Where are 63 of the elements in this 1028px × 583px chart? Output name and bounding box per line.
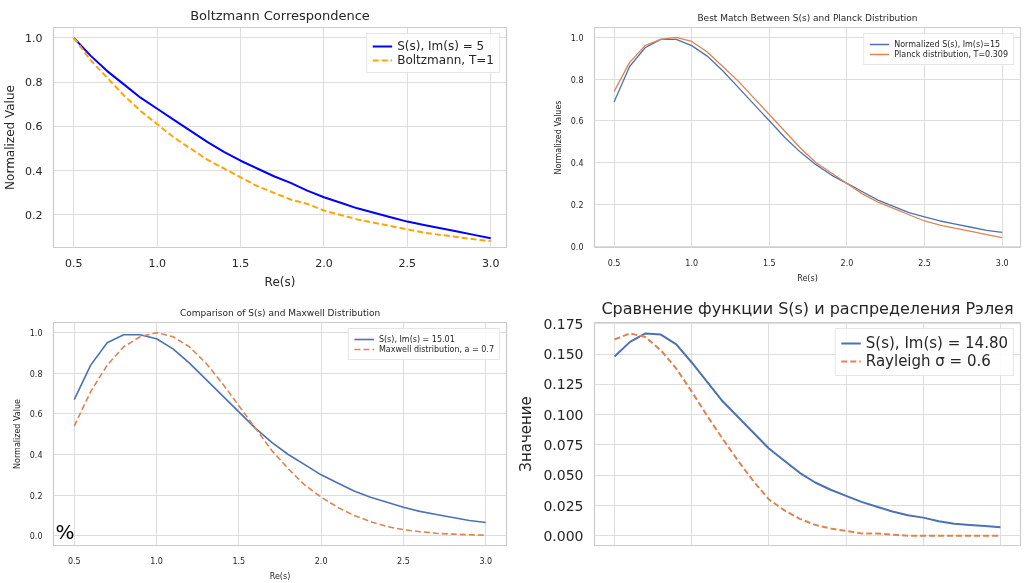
y-tick-label: 1.0 bbox=[570, 33, 584, 43]
y-tick-label: 0.100 bbox=[543, 406, 584, 423]
x-tick-label: 1.0 bbox=[148, 256, 166, 270]
chart-title: Boltzmann Correspondence bbox=[190, 7, 370, 23]
x-axis-title: Re(s) bbox=[264, 274, 296, 289]
x-tick-label: 2.5 bbox=[397, 556, 410, 566]
y-tick-label: 1.0 bbox=[29, 329, 43, 339]
y-tick-label: 0.0 bbox=[570, 242, 584, 252]
legend-label: Boltzmann, T=1 bbox=[397, 53, 494, 67]
y-tick-label: 0.150 bbox=[543, 346, 584, 363]
chart-title: Best Match Between S(s) and Planck Distribution bbox=[697, 12, 918, 23]
y-tick-label: 0.2 bbox=[29, 491, 43, 501]
y-tick-label: 0.6 bbox=[29, 410, 43, 420]
x-tick-label: 1.5 bbox=[762, 258, 776, 268]
y-tick-label: 1.0 bbox=[25, 31, 43, 45]
legend-label: S(s), Im(s) = 15.01 bbox=[378, 334, 455, 344]
legend-label: Normalized S(s), Im(s)=15 bbox=[894, 39, 1001, 49]
y-tick-label: 0.4 bbox=[570, 159, 584, 169]
y-tick-label: 0.2 bbox=[25, 208, 43, 222]
x-axis-title: Re(s) bbox=[269, 571, 291, 581]
x-axis-title: Re(s) bbox=[797, 273, 818, 283]
x-tick-label: 1.0 bbox=[685, 258, 699, 268]
chart-title: Comparison of S(s) and Maxwell Distribution bbox=[179, 307, 381, 318]
y-axis-title: Normalized Value bbox=[12, 398, 22, 469]
x-tick-label: 0.5 bbox=[65, 256, 83, 270]
y-tick-label: 0.6 bbox=[570, 117, 584, 127]
y-tick-label: 0.4 bbox=[25, 164, 43, 178]
x-tick-label: 1.5 bbox=[231, 256, 250, 270]
y-tick-label: 0.8 bbox=[570, 75, 584, 85]
y-axis-title: Normalized Values bbox=[553, 100, 563, 175]
y-tick-label: 0.000 bbox=[543, 527, 584, 544]
legend-label: Rayleigh σ = 0.6 bbox=[865, 352, 991, 370]
y-tick-label: 0.075 bbox=[543, 436, 584, 453]
y-axis-title: Значение bbox=[517, 396, 536, 472]
legend-label: S(s), Im(s) = 5 bbox=[397, 39, 485, 53]
x-tick-label: 0.5 bbox=[607, 258, 621, 268]
x-tick-label: 2.5 bbox=[398, 256, 417, 270]
y-tick-label: 0.0 bbox=[29, 532, 43, 542]
y-tick-label: 0.175 bbox=[543, 315, 584, 332]
y-tick-label: 0.050 bbox=[543, 467, 584, 484]
x-tick-label: 2.0 bbox=[315, 256, 333, 270]
x-tick-label: 2.0 bbox=[314, 556, 328, 566]
x-tick-label: 1.5 bbox=[232, 556, 246, 566]
y-tick-label: 0.025 bbox=[543, 497, 584, 514]
chart-title: Сравнение функции S(s) и распределения Рэлея bbox=[601, 298, 1014, 318]
x-tick-label: 1.0 bbox=[150, 556, 163, 566]
x-tick-label: 3.0 bbox=[479, 556, 493, 566]
legend-label: S(s), Im(s) = 14.80 bbox=[865, 334, 1008, 352]
y-tick-label: 0.6 bbox=[25, 120, 43, 134]
y-tick-label: 0.2 bbox=[570, 200, 584, 210]
y-tick-label: 0.4 bbox=[29, 451, 43, 461]
legend-label: Maxwell distribution, a = 0.7 bbox=[378, 344, 494, 354]
legend-label: Planck distribution, T=0.309 bbox=[894, 49, 1008, 59]
x-tick-label: 3.0 bbox=[481, 256, 500, 270]
x-tick-label: 0.5 bbox=[67, 556, 81, 566]
x-tick-label: 3.0 bbox=[995, 258, 1009, 268]
y-axis-title: Normalized Value bbox=[3, 85, 18, 190]
x-tick-label: 2.0 bbox=[840, 258, 854, 268]
y-tick-label: 0.8 bbox=[29, 369, 43, 379]
annotation: % bbox=[55, 519, 75, 544]
x-tick-label: 2.5 bbox=[918, 258, 931, 268]
y-tick-label: 0.125 bbox=[543, 376, 584, 393]
y-tick-label: 0.8 bbox=[25, 76, 43, 90]
